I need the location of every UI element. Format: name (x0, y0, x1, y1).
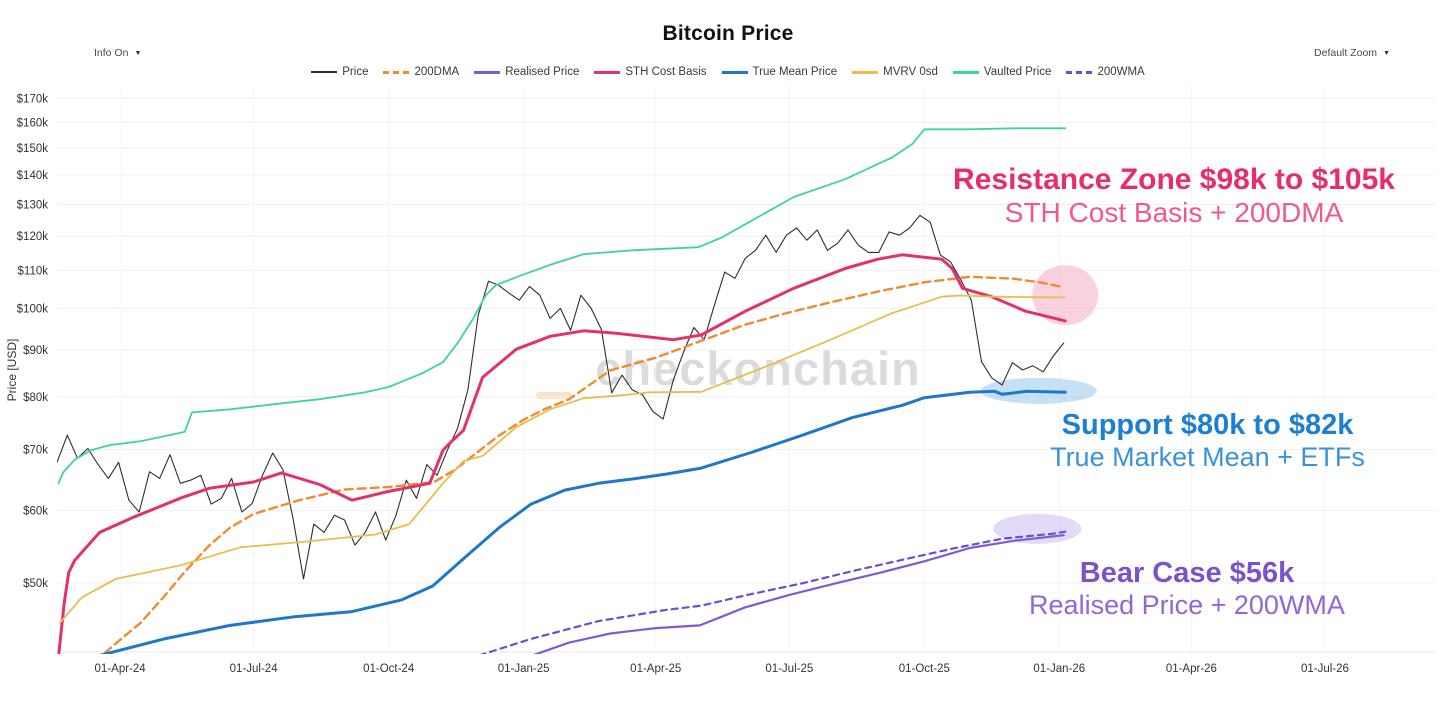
legend-label-200dma: 200DMA (414, 66, 460, 78)
legend-swatch-200dma (383, 70, 410, 74)
series-200dma (101, 275, 1065, 654)
page-title: Bitcoin Price (662, 22, 794, 45)
y-tick-label: $150k (17, 143, 49, 155)
legend-swatch-realised-price (474, 70, 501, 74)
legend-swatch-mvrv-0sd (852, 70, 879, 74)
y-tick-label: $50k (23, 578, 48, 590)
x-tick-label: 01-Jul-24 (230, 663, 279, 675)
y-tick-label: $140k (17, 170, 49, 182)
y-tick-label: $110k (18, 266, 49, 278)
legend-item-200wma[interactable]: 200WMA (1066, 66, 1145, 78)
legend-swatch-sth-cost-basis (594, 70, 621, 74)
x-tick-label: 01-Apr-26 (1166, 663, 1217, 675)
legend-label-true-mean-price: True Mean Price (752, 66, 838, 78)
data-series (57, 127, 1067, 654)
info-on-dropdown[interactable]: Info On ▼ (90, 45, 145, 61)
highlight-ellipses (980, 265, 1099, 544)
series-price (57, 214, 1065, 580)
legend-item-200dma[interactable]: 200DMA (383, 66, 459, 78)
info-on-label: Info On (94, 47, 129, 59)
legend-item-price[interactable]: Price (311, 66, 368, 78)
y-tick-label: $80k (23, 392, 48, 404)
legend-item-true-mean-price[interactable]: True Mean Price (721, 66, 838, 78)
y-tick-label: $100k (17, 303, 49, 315)
x-tick-label: 01-Apr-25 (630, 663, 681, 675)
y-tick-label: $160k (17, 117, 49, 129)
axis-ticks: $50k $60k $70k $80k $90k $100k $110k $120k $130k… (17, 93, 1349, 675)
legend-swatch-vaulted-price (952, 70, 979, 74)
x-tick-label: 01-Oct-25 (899, 663, 950, 675)
watermark: checkonchain (595, 342, 921, 395)
y-tick-label: $90k (23, 345, 48, 357)
legend-label-price: Price (342, 66, 369, 78)
y-tick-label: $120k (17, 231, 49, 243)
y-tick-label: $60k (23, 506, 48, 518)
legend-label-200wma: 200WMA (1097, 66, 1145, 78)
series-vaulted-price (57, 127, 1067, 485)
legend-label-sth-cost-basis: STH Cost Basis (625, 66, 707, 78)
chevron-down-icon: ▼ (134, 50, 142, 57)
legend-label-mvrv-0sd: MVRV 0sd (883, 66, 938, 78)
chevron-down-icon: ▼ (1383, 50, 1390, 57)
legend-swatch-price (311, 71, 338, 73)
legend-item-realised-price[interactable]: Realised Price (474, 66, 579, 78)
resistance-highlight (1032, 265, 1099, 326)
legend-label-realised-price: Realised Price (505, 66, 580, 78)
watermark-dash-icon (536, 392, 572, 399)
legend-swatch-true-mean-price (721, 70, 748, 74)
bear-highlight (993, 513, 1082, 544)
y-tick-label: $130k (17, 200, 49, 212)
series-mvrv-0sd (59, 294, 1067, 624)
default-zoom-label: Default Zoom (1314, 47, 1378, 59)
series-sth-cost-basis (57, 253, 1067, 654)
series-true-mean-price (99, 389, 1067, 654)
legend-item-mvrv-0sd[interactable]: MVRV 0sd (852, 66, 938, 78)
x-tick-label: 01-Oct-24 (363, 663, 415, 675)
y-tick-label: $170k (17, 93, 49, 105)
legend-label-vaulted-price: Vaulted Price (983, 66, 1052, 78)
series-realised-price (533, 534, 1065, 654)
legend-item-vaulted-price[interactable]: Vaulted Price (952, 66, 1052, 78)
y-axis-title: Price [USD] (5, 339, 19, 402)
legend-swatch-200wma (1066, 70, 1093, 74)
y-tick-label: $70k (23, 445, 48, 457)
series-200wma (479, 530, 1067, 654)
default-zoom-dropdown[interactable]: Default Zoom ▼ (1310, 45, 1394, 61)
legend: Price 200DMA Realised Price STH Cost Basis T… (0, 66, 1456, 78)
gridlines (57, 86, 1435, 653)
x-tick-label: 01-Apr-24 (95, 663, 147, 675)
x-tick-label: 01-Jul-25 (765, 663, 813, 675)
x-tick-label: 01-Jan-25 (498, 663, 550, 675)
x-tick-label: 01-Jan-26 (1033, 663, 1085, 675)
legend-item-sth-cost-basis[interactable]: STH Cost Basis (594, 66, 707, 78)
x-tick-label: 01-Jul-26 (1301, 663, 1349, 675)
